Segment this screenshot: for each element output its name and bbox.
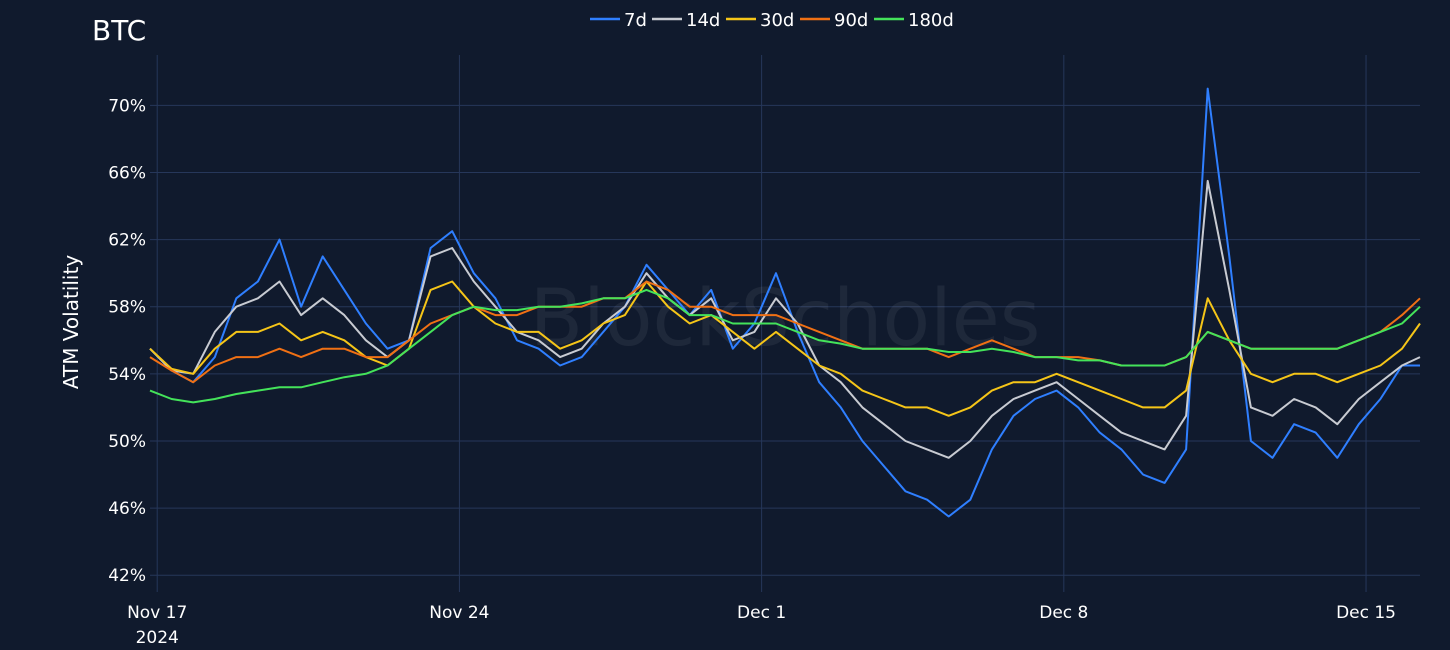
y-tick-label: 66%: [108, 163, 146, 183]
legend-label: 180d: [908, 10, 954, 31]
y-tick-label: 42%: [108, 566, 146, 586]
y-tick-label: 50%: [108, 432, 146, 452]
legend-label: 14d: [686, 10, 720, 31]
chart-title: BTC: [92, 14, 146, 47]
x-tick-label: Dec 8: [1039, 603, 1088, 623]
y-tick-label: 58%: [108, 298, 146, 318]
legend-item-90d[interactable]: 90d: [800, 10, 868, 31]
legend-item-180d[interactable]: 180d: [874, 10, 954, 31]
x-tick-label: Nov 17: [127, 603, 187, 623]
series-line-30d: [149, 280, 1421, 417]
x-year-label: 2024: [136, 628, 179, 648]
y-tick-label: 62%: [108, 231, 146, 251]
legend-item-30d[interactable]: 30d: [726, 10, 794, 31]
grid: [150, 55, 1420, 592]
y-tick-label: 54%: [108, 365, 146, 385]
series-line-180d: [149, 288, 1421, 404]
x-tick-label: Dec 15: [1336, 603, 1396, 623]
legend-item-14d[interactable]: 14d: [652, 10, 720, 31]
x-tick-label: Dec 1: [737, 603, 786, 623]
series-line-7d: [149, 87, 1420, 518]
legend-item-7d[interactable]: 7d: [590, 10, 647, 31]
y-axis-title: ATM Volatility: [59, 255, 83, 389]
series-lines: [149, 87, 1421, 518]
legend: 7d 14d 30d 90d 180d: [590, 10, 954, 31]
legend-label: 90d: [834, 10, 868, 31]
y-tick-label: 70%: [108, 96, 146, 116]
x-axis-ticks: Nov 17 2024 Nov 24 Dec 1 Dec 8 Dec 15: [127, 603, 1396, 648]
y-axis-ticks: 42% 46% 50% 54% 58% 62% 66% 70%: [108, 96, 146, 586]
legend-label: 30d: [760, 10, 794, 31]
series-line-14d: [149, 179, 1421, 459]
x-tick-label: Nov 24: [429, 603, 489, 623]
legend-label: 7d: [624, 10, 647, 31]
y-tick-label: 46%: [108, 499, 146, 519]
